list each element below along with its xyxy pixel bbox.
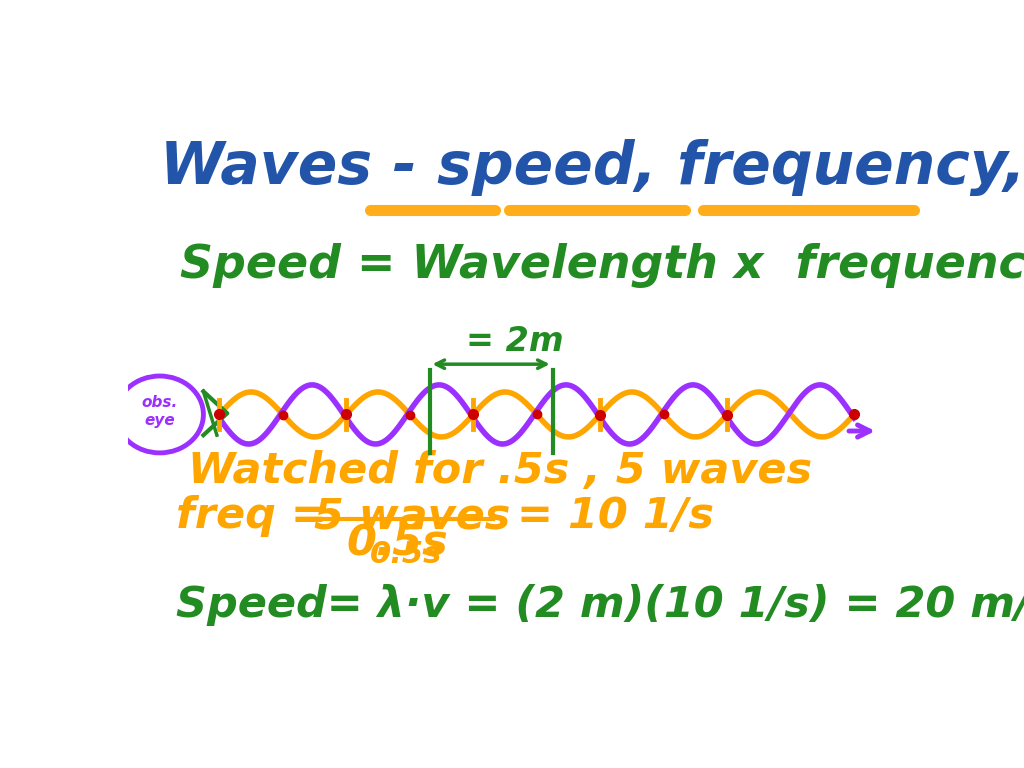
Text: 5 waves: 5 waves (314, 495, 511, 538)
Text: 0.5s: 0.5s (370, 541, 442, 569)
Text: Speed = Wavelength x  frequency: Speed = Wavelength x frequency (179, 243, 1024, 288)
Text: Waves - speed, frequency, wavelength: Waves - speed, frequency, wavelength (160, 140, 1024, 197)
Ellipse shape (116, 376, 204, 453)
Text: = 2m: = 2m (466, 326, 563, 358)
Text: Watched for .5s , 5 waves: Watched for .5s , 5 waves (187, 450, 812, 492)
Text: = 10 1/s: = 10 1/s (517, 495, 714, 538)
Text: obs.
eye: obs. eye (141, 396, 178, 428)
Text: Speed= λ·v = (2 m)(10 1/s) = 20 m/s: Speed= λ·v = (2 m)(10 1/s) = 20 m/s (176, 584, 1024, 626)
Text: freq =: freq = (176, 495, 327, 538)
Text: 0.5s: 0.5s (346, 522, 447, 564)
